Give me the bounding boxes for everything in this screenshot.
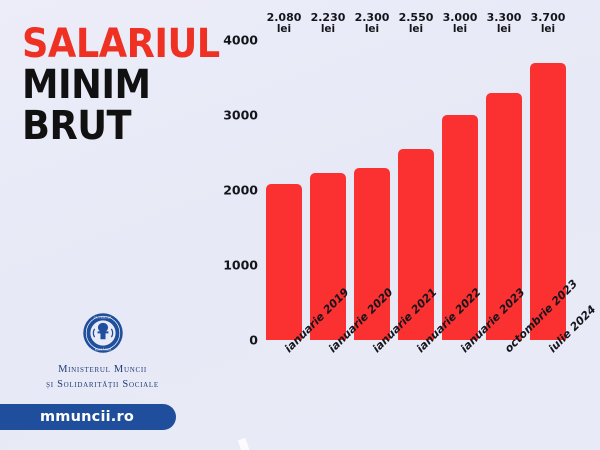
- bar: [530, 62, 566, 340]
- ministry-name: Ministerul Muncii și Solidarității Socia…: [46, 364, 159, 391]
- headline-line-2: MINIM: [22, 62, 151, 109]
- y-axis-tick-label: 2000: [223, 182, 258, 198]
- bar-value-label: 2.080 lei: [266, 10, 302, 35]
- y-axis-tick-label: 0: [249, 332, 258, 348]
- x-axis-slot: ianuarie 2023: [442, 286, 528, 440]
- headline-line-1: SALARIUL: [22, 21, 220, 67]
- bar: [310, 172, 346, 340]
- bar: [486, 92, 522, 340]
- website-link[interactable]: mmuncii.ro: [0, 404, 176, 430]
- bar-value-unit: lei: [452, 22, 468, 35]
- x-axis-slot: ianuarie 2020: [310, 286, 396, 440]
- minimum-wage-bar-chart: 0 1000 2000 3000 4000 2.080 lei 2.230 lei 2.300 l…: [210, 11, 598, 442]
- bar-slot: 2.080 lei: [266, 11, 302, 340]
- bar-value-unit: lei: [364, 22, 380, 35]
- x-axis-labels: ianuarie 2019 ianuarie 2020 ianuarie 2021 i…: [266, 277, 598, 440]
- y-axis-tick-label: 3000: [223, 107, 258, 123]
- svg-text:ROMÂNIEI: ROMÂNIEI: [94, 347, 111, 352]
- bar-value-unit: lei: [408, 22, 424, 35]
- x-axis-slot: octombrie 2023: [486, 277, 580, 440]
- bar-slot: 3.000 lei: [442, 11, 478, 340]
- ministry-branding: GUVERNUL ROMÂNIEI Ministerul Muncii și S…: [0, 312, 205, 392]
- y-axis-tick-label: 4000: [223, 32, 258, 48]
- bar-value-label: 3.000 lei: [442, 10, 478, 35]
- bar-value-unit: lei: [540, 22, 556, 35]
- svg-text:GUVERNUL: GUVERNUL: [93, 316, 111, 320]
- bar-slot: 2.230 lei: [310, 11, 346, 340]
- bar-value-label: 2.300 lei: [354, 10, 390, 35]
- y-axis-tick-label: 1000: [223, 257, 258, 273]
- bar-value-label: 2.550 lei: [398, 10, 434, 35]
- bar: [266, 184, 302, 340]
- bar-slot: 2.550 lei: [398, 11, 434, 340]
- bar: [354, 167, 390, 340]
- headline-line-3: BRUT: [22, 103, 132, 150]
- romania-government-seal-icon: GUVERNUL ROMÂNIEI: [82, 313, 123, 353]
- x-axis-slot: ianuarie 2019: [266, 286, 352, 440]
- bar-series: 2.080 lei 2.230 lei 2.300 lei 2.550 lei 3.000 lei…: [266, 11, 584, 340]
- page-title: SALARIUL MINIM BRUT: [22, 24, 220, 150]
- bar: [442, 115, 478, 340]
- bar: [398, 148, 434, 340]
- x-axis-slot: iulie 2024: [530, 303, 598, 440]
- bar-value-unit: lei: [496, 22, 512, 35]
- bar-value-unit: lei: [320, 22, 336, 35]
- bar-slot: 3.700 lei: [530, 11, 566, 340]
- bar-value-label: 3.700 lei: [530, 10, 566, 35]
- x-axis-slot: ianuarie 2021: [354, 286, 440, 440]
- bar-value-unit: lei: [276, 22, 292, 35]
- plot-area: 0 1000 2000 3000 4000 2.080 lei 2.230 lei 2.300 l…: [223, 11, 584, 348]
- x-axis-slot: ianuarie 2022: [398, 286, 484, 440]
- bar-slot: 2.300 lei: [354, 11, 390, 340]
- bar-value-label: 2.230 lei: [310, 10, 346, 35]
- website-label: mmuncii.ro: [39, 409, 135, 425]
- bar-slot: 3.300 lei: [486, 11, 522, 340]
- bar-value-label: 3.300 lei: [486, 10, 522, 35]
